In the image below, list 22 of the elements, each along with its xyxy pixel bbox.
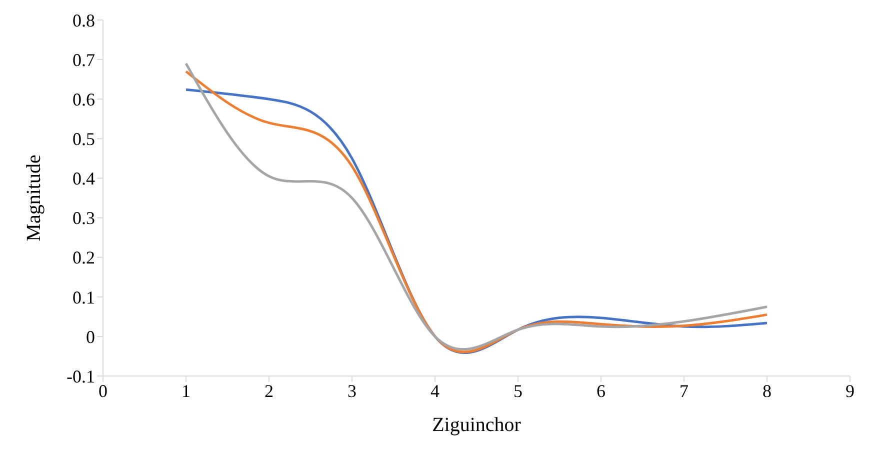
y-tick-label: 0.2: [72, 248, 95, 268]
x-tick-label: 7: [680, 380, 688, 401]
x-axis-title: Ziguinchor: [432, 414, 522, 436]
y-tick-label: 0.5: [72, 129, 95, 150]
x-tick-label: 9: [846, 380, 854, 401]
y-tick-label: 0.6: [72, 90, 95, 110]
y-tick-label: 0.8: [72, 10, 95, 30]
x-tick-label: 8: [762, 380, 772, 401]
y-tick-label: 0.7: [72, 50, 95, 70]
y-tick-label: 0.1: [72, 287, 95, 308]
x-tick-label: 3: [348, 380, 356, 401]
x-tick-label: 2: [264, 380, 274, 401]
y-tick-label: 0: [86, 326, 95, 347]
y-axis-title: Magnitude: [23, 154, 46, 242]
x-tick-label: 0: [98, 380, 108, 401]
x-tick-label: 1: [182, 380, 190, 401]
y-tick-label: 0.3: [72, 208, 95, 228]
x-tick-label: 6: [596, 380, 606, 401]
y-tick-label: -0.1: [66, 366, 95, 386]
x-tick-label: 4: [430, 380, 440, 401]
y-tick-label: 0.4: [72, 168, 95, 189]
x-tick-label: 5: [514, 380, 522, 401]
